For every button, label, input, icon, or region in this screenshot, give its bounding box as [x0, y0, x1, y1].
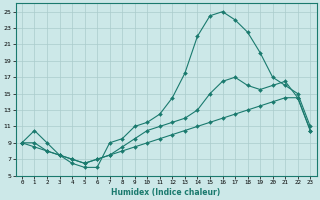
X-axis label: Humidex (Indice chaleur): Humidex (Indice chaleur)	[111, 188, 221, 197]
